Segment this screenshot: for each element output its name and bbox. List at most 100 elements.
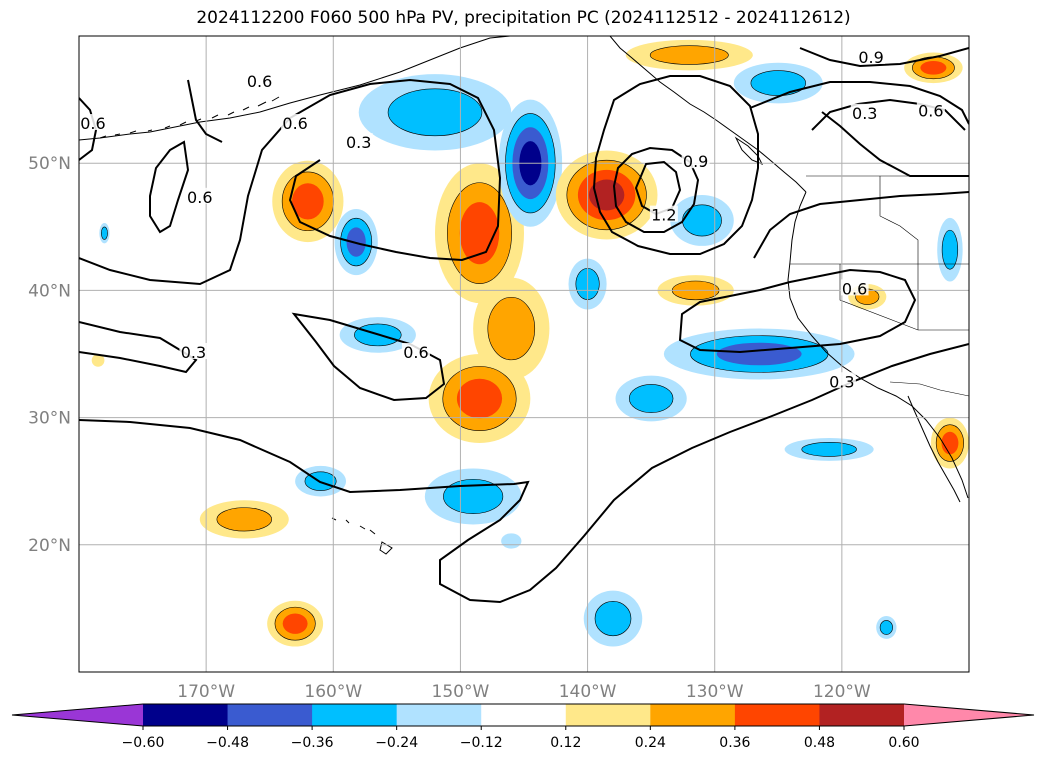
alaska-coastline [79,36,511,141]
colorbar-tick-label: −0.48 [206,735,249,751]
pv-contour-0.6-central [291,312,446,402]
precip-anomaly-2 [435,163,524,304]
precip-band [282,613,308,634]
precip-band [387,88,483,137]
precip-band [682,204,722,237]
contour-label-background [245,72,274,89]
pv-contour-0.6-alaska [187,79,223,143]
precip-anomaly-15 [784,437,874,461]
precip-band [487,296,536,361]
latitude-label: 30°N [28,409,71,429]
pv-contour-label: 0.6 [247,72,272,91]
precip-band [594,601,632,637]
pv-contour-label: 0.6 [80,114,105,133]
colorbar-tick-label: 0.24 [635,735,666,751]
precip-anomaly-25 [267,600,324,647]
longitude-label: 130°W [686,682,744,702]
contour-label-background [281,114,310,131]
precip-band [91,354,105,367]
contour-label-background [857,47,886,64]
pv-contour-0.3-northeast [749,81,969,125]
precip-anomaly-20 [930,417,969,469]
contour-label-background [344,133,373,150]
pv-contour-label: 0.6 [187,188,212,207]
precip-band [649,45,729,65]
precip-band [628,384,674,413]
precip-anomaly-5 [358,74,512,151]
precip-anomaly-29 [99,222,110,244]
contour-label-background [840,279,869,296]
contour-label-background [401,343,430,359]
colorbar-segment [481,704,567,726]
precip-anomaly-24 [199,500,289,539]
pv-contour-label: 0.9 [683,152,708,171]
colorbar-tick-label: 0.60 [888,735,919,751]
latitude-label: 40°N [28,281,71,301]
colorbar-extend-max [904,704,1034,726]
colorbar-tick-label: 0.36 [719,735,750,751]
pv-contour-label: 0.3 [852,104,877,123]
precip-band [459,202,500,265]
colorbar-tick-label: −0.60 [122,735,165,751]
contour-label-background [916,101,945,118]
pv-contour-label: 0.3 [829,372,854,391]
map-title: 2024112200 F060 500 hPa PV, precipitatio… [196,8,851,28]
pv-contour-0.3-interior [821,111,969,177]
precip-band [216,507,272,532]
colorbar-tick-label: −0.36 [291,735,334,751]
pv-contour-0.3-south [79,343,969,604]
precip-anomaly-22 [424,468,522,525]
longitude-label: 120°W [813,682,871,702]
colorbar-segment [819,704,905,726]
contour-label-background [827,372,856,389]
pv-contour-0.6-california [678,268,917,354]
coastline-layer [79,36,969,555]
pv-contour-label: 0.6 [403,343,428,362]
pv-contour-label: 0.6 [842,279,867,298]
precip-anomaly-19 [937,217,963,282]
precip-anomaly-17 [625,39,753,71]
precip-band [920,61,947,75]
precip-band [941,229,959,270]
precip-anomaly-3 [473,277,550,380]
precip-anomaly-26 [583,590,643,647]
colorbar-tick-label: −0.12 [460,735,503,751]
longitude-labels: 170°W 160°W 150°W 140°W 130°W 120°W [177,682,871,702]
precip-anomaly-16 [733,62,823,104]
pv-contour-0.3-southwest [79,321,198,374]
precip-band [292,183,324,220]
aleutian-islands [99,96,280,139]
pv-contour-layer [79,47,969,604]
us-mexico-border [889,381,969,397]
alaska-panhandle-coastline [609,36,807,193]
longitude-label: 170°W [177,682,235,702]
pv-contour-label: 1.2 [651,206,676,225]
colorbar [11,703,1035,727]
precip-anomaly-4 [428,354,531,444]
pv-contour-0.6-loop [149,140,190,234]
precip-band [801,442,857,457]
longitude-label: 160°W [304,682,362,702]
map-frame [78,35,970,673]
colorbar-segment [396,704,482,726]
pv-contour-0.3-north [79,78,502,286]
latitude-label: 50°N [28,154,71,174]
pv-contour-label: 0.6 [918,101,943,120]
us-state-borders [790,176,969,331]
precip-anomaly-7 [555,150,658,240]
precip-band [100,226,108,240]
contour-label-background [850,103,879,120]
pv-contour-1.2-trough [612,146,700,233]
contour-label-background [185,187,214,204]
precip-band [443,478,504,514]
hawaiian-islands [331,517,393,555]
pv-contour-label: 0.3 [181,343,206,362]
precip-anomaly-14 [615,375,687,422]
contour-label-background [649,205,678,222]
precip-anomaly-27 [876,616,897,639]
colorbar-tick-label: 0.12 [550,735,581,751]
colorbar-segment [565,704,651,726]
contour-label-background [78,114,107,131]
latitude-label: 20°N [28,536,71,556]
